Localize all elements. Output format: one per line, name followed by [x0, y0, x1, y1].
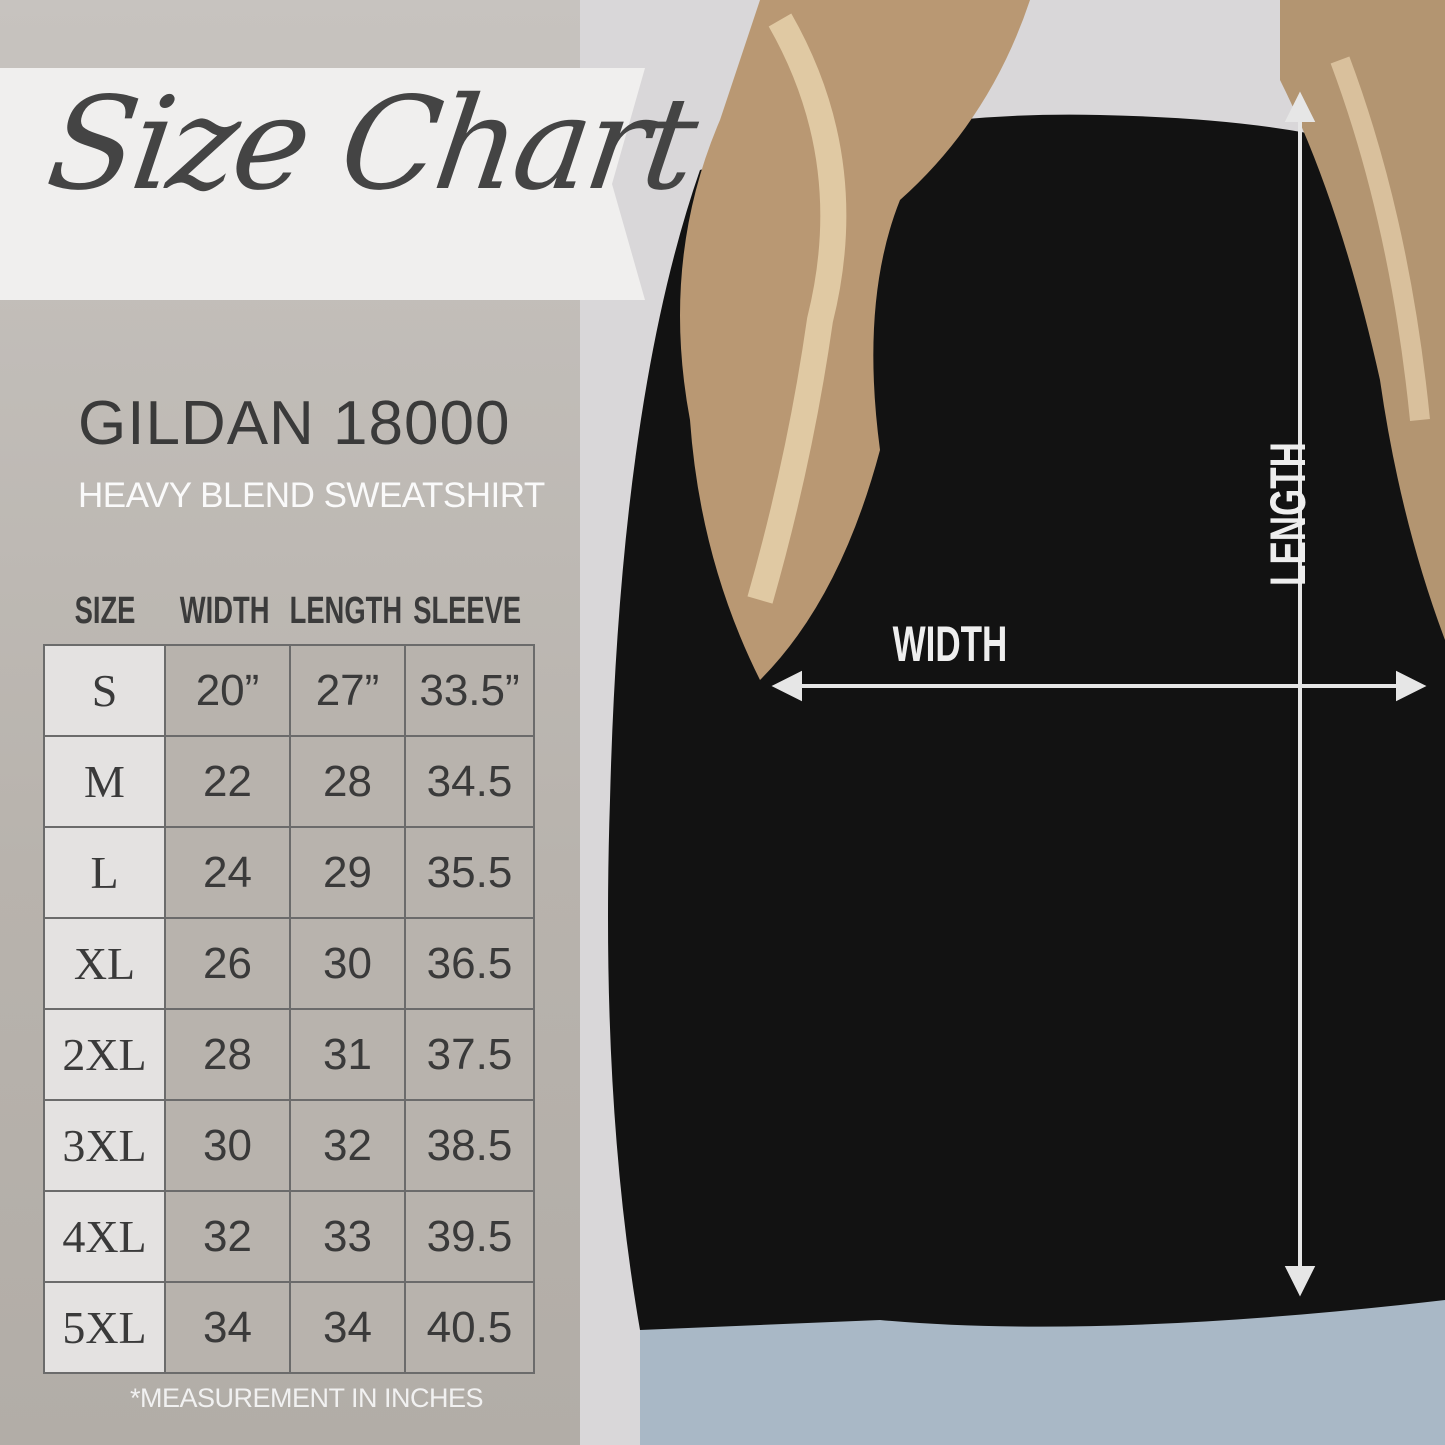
length-cell: 28 — [289, 735, 406, 828]
size-cell: 3XL — [43, 1099, 166, 1192]
title-banner — [0, 68, 645, 300]
size-cell: 2XL — [43, 1008, 166, 1101]
column-header-length: LENGTH — [289, 590, 403, 632]
sleeve-cell: 38.5 — [404, 1099, 535, 1192]
table-row: L 24 29 35.5 — [43, 826, 535, 919]
length-cell: 30 — [289, 917, 406, 1010]
width-cell: 34 — [164, 1281, 291, 1374]
length-cell: 31 — [289, 1008, 406, 1101]
width-cell: 26 — [164, 917, 291, 1010]
product-brand: GILDAN 18000 — [78, 389, 511, 458]
length-cell: 32 — [289, 1099, 406, 1192]
table-row: 4XL 32 33 39.5 — [43, 1190, 535, 1283]
hair-left — [680, 0, 1030, 680]
table-row: 3XL 30 32 38.5 — [43, 1099, 535, 1192]
width-cell: 32 — [164, 1190, 291, 1283]
product-subtitle: HEAVY BLEND SWEATSHIRT — [78, 476, 545, 515]
sleeve-cell: 37.5 — [404, 1008, 535, 1101]
sleeve-cell: 39.5 — [404, 1190, 535, 1283]
hair-right — [1280, 0, 1445, 640]
width-cell: 24 — [164, 826, 291, 919]
size-table: S 20” 27” 33.5” M 22 28 34.5 L 24 29 35.5 XL 26 30 36.5… — [43, 644, 535, 1374]
size-cell: 4XL — [43, 1190, 166, 1283]
column-header-size: SIZE — [74, 590, 136, 632]
length-cell: 27” — [289, 644, 406, 737]
width-cell: 30 — [164, 1099, 291, 1192]
length-cell: 34 — [289, 1281, 406, 1374]
table-row: 5XL 34 34 40.5 — [43, 1281, 535, 1374]
size-cell: XL — [43, 917, 166, 1010]
page-title: Size Chart — [39, 70, 703, 219]
size-cell: M — [43, 735, 166, 828]
width-label: WIDTH — [892, 616, 1008, 672]
size-cell: S — [43, 644, 166, 737]
sleeve-cell: 35.5 — [404, 826, 535, 919]
table-row: XL 26 30 36.5 — [43, 917, 535, 1010]
sleeve-cell: 33.5” — [404, 644, 535, 737]
width-cell: 20” — [164, 644, 291, 737]
column-header-width: WIDTH — [179, 590, 270, 632]
sleeve-cell: 40.5 — [404, 1281, 535, 1374]
length-cell: 33 — [289, 1190, 406, 1283]
length-cell: 29 — [289, 826, 406, 919]
sleeve-cell: 34.5 — [404, 735, 535, 828]
width-cell: 22 — [164, 735, 291, 828]
width-cell: 28 — [164, 1008, 291, 1101]
table-row: 2XL 28 31 37.5 — [43, 1008, 535, 1101]
table-row: M 22 28 34.5 — [43, 735, 535, 828]
measurement-note: *MEASUREMENT IN INCHES — [130, 1383, 484, 1413]
size-cell: 5XL — [43, 1281, 166, 1374]
length-label: LENGTH — [1259, 442, 1316, 586]
size-cell: L — [43, 826, 166, 919]
column-header-sleeve: SLEEVE — [413, 590, 522, 632]
table-row: S 20” 27” 33.5” — [43, 644, 535, 737]
sleeve-cell: 36.5 — [404, 917, 535, 1010]
